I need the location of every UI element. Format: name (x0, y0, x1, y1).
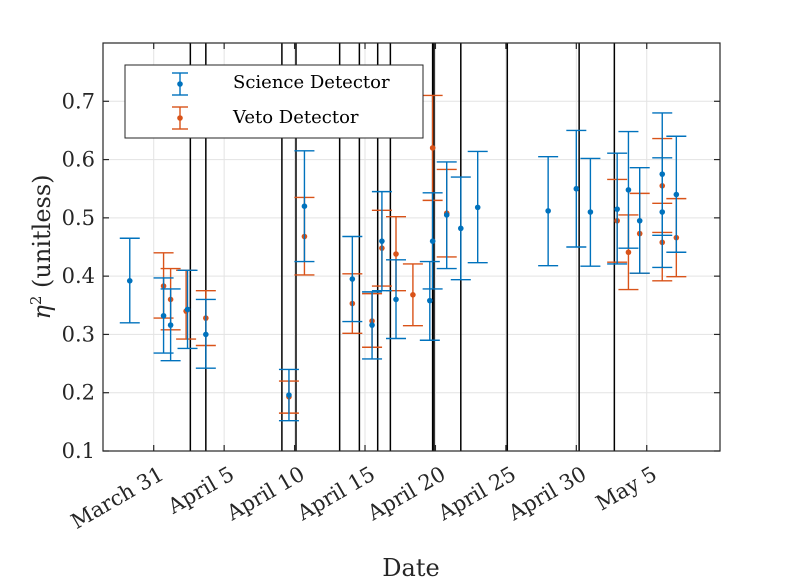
legend-dot (177, 115, 183, 121)
science-point (119, 237, 140, 324)
science-point (195, 298, 216, 369)
science-point (419, 260, 440, 341)
y-tick-label: 0.7 (62, 89, 95, 113)
y-axis-title-rest: (unitless) (28, 174, 56, 295)
science-point (566, 129, 587, 248)
science-marker (443, 212, 450, 218)
science-marker (349, 276, 356, 282)
veto-marker (429, 145, 436, 151)
science-marker (474, 204, 481, 211)
science-point (652, 157, 673, 269)
y-tick-label: 0.6 (62, 148, 95, 172)
science-marker (636, 217, 643, 224)
science-marker (286, 392, 292, 398)
science-marker (587, 209, 594, 215)
science-point (342, 235, 363, 323)
veto-marker (393, 251, 399, 257)
legend-science-marker (172, 72, 188, 96)
y-tick-label: 0.3 (62, 322, 95, 346)
science-marker (545, 208, 551, 214)
y-tick-label: 0.1 (62, 439, 95, 463)
science-point (177, 269, 198, 350)
science-marker (458, 225, 464, 232)
science-marker (427, 297, 433, 304)
science-point (450, 176, 471, 281)
x-axis-title: Date (382, 554, 439, 582)
science-marker (673, 191, 680, 198)
science-point (618, 130, 639, 249)
science-point (153, 277, 174, 354)
science-marker (369, 322, 375, 328)
y-tick-label: 0.2 (62, 381, 95, 405)
science-point (278, 368, 299, 422)
veto-point (402, 263, 423, 327)
science-marker (393, 296, 399, 303)
legend-veto-label: Veto Detector (232, 107, 359, 128)
y-tick-label: 0.4 (62, 264, 95, 288)
science-marker (160, 312, 167, 319)
science-detector-series (119, 112, 687, 422)
science-marker (184, 306, 191, 313)
legend-science-label: Science Detector (233, 72, 390, 93)
veto-marker (410, 291, 416, 298)
science-marker (625, 187, 632, 193)
science-point (629, 167, 650, 274)
science-point (294, 150, 315, 263)
legend-dot (177, 81, 183, 87)
legend: Science Detector Veto Detector (124, 64, 424, 139)
science-marker (301, 203, 308, 209)
science-point (371, 190, 392, 292)
veto-marker (625, 249, 632, 256)
science-marker (167, 322, 174, 328)
science-point (666, 135, 687, 253)
science-marker (659, 209, 666, 215)
y-axis-title: η2 (unitless) (27, 174, 56, 319)
y-tick-label: 0.5 (62, 206, 95, 230)
science-marker (203, 331, 209, 338)
y-axis-title-base: η (28, 305, 56, 320)
science-marker (573, 185, 580, 192)
science-marker (379, 238, 385, 244)
science-point (160, 288, 181, 362)
science-point (538, 155, 559, 267)
science-point (607, 152, 628, 265)
science-marker (429, 238, 436, 244)
science-point (436, 161, 457, 270)
science-point (467, 150, 488, 264)
science-marker (614, 206, 620, 212)
axes-box (102, 42, 721, 452)
legend-veto-marker (172, 106, 188, 130)
science-point (362, 291, 383, 360)
legend-box (124, 64, 424, 139)
y-axis-title-sup: 2 (27, 296, 45, 306)
science-point (386, 259, 407, 340)
science-point (580, 157, 601, 267)
science-point (422, 192, 443, 290)
science-marker (126, 278, 133, 284)
